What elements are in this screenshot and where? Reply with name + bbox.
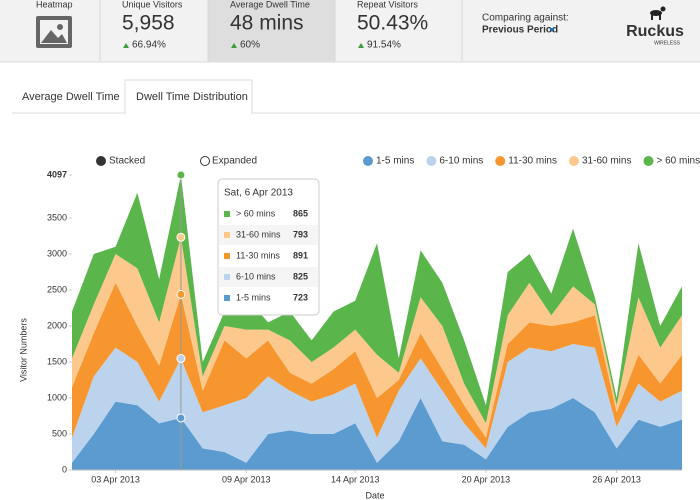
tooltip-swatch <box>224 295 230 301</box>
tooltip-value: 723 <box>293 292 308 302</box>
mode-label[interactable]: Expanded <box>212 156 257 167</box>
y-tick-label: 0 <box>62 464 67 474</box>
tooltip-swatch <box>224 274 230 280</box>
logo-dog <box>650 6 666 20</box>
mode-radio[interactable] <box>200 156 210 166</box>
hover-dot <box>176 413 186 423</box>
x-axis-label: Date <box>365 490 384 500</box>
area <box>72 282 682 449</box>
tooltip-swatch <box>224 211 230 217</box>
card-label: Repeat Visitors <box>357 0 418 9</box>
tooltip-name: > 60 mins <box>236 208 276 218</box>
card-value: 48 mins <box>230 12 304 35</box>
heatmap-icon <box>36 16 72 48</box>
card-label: Average Dwell Time <box>230 0 310 9</box>
y-tick-label: 500 <box>52 428 67 438</box>
tooltip-value: 793 <box>293 229 308 239</box>
legend-label: 1-5 mins <box>376 156 414 167</box>
area <box>72 343 682 463</box>
card-label: Unique Visitors <box>122 0 183 9</box>
tooltip-title: Sat, 6 Apr 2013 <box>224 188 293 199</box>
selected-card-bg <box>208 0 335 62</box>
legend-label: 11-30 mins <box>508 156 557 167</box>
logo-name: Ruckus <box>626 23 684 40</box>
tooltip-name: 6-10 mins <box>236 271 276 281</box>
card-change: 66.94% <box>132 40 166 51</box>
y-tick-label: 1000 <box>47 392 67 402</box>
x-tick-label: 26 Apr 2013 <box>592 474 641 484</box>
area <box>72 237 682 438</box>
tab[interactable]: Dwell Time Distribution <box>136 91 248 103</box>
legend-swatch <box>643 156 654 166</box>
card-value: 5,958 <box>122 12 175 35</box>
card-value: 50.43% <box>357 12 428 35</box>
tooltip-swatch <box>224 232 230 238</box>
legend-swatch <box>495 156 506 166</box>
tooltip-value: 891 <box>293 250 308 260</box>
y-tick-label: 3500 <box>47 212 67 222</box>
tooltip-row-bg <box>219 267 318 287</box>
y-tick-label: 1500 <box>47 356 67 366</box>
comparing-label: Comparing against: <box>482 13 569 24</box>
tooltip-name: 1-5 mins <box>236 292 271 302</box>
y-tick-label: 2000 <box>47 320 67 330</box>
legend-swatch <box>363 156 373 166</box>
legend-swatch <box>426 156 437 166</box>
up-arrow <box>358 43 364 48</box>
card-change: 91.54% <box>367 40 401 51</box>
tooltip-value: 825 <box>293 271 308 281</box>
legend-label: > 60 mins <box>656 156 700 167</box>
tooltip-row-bg <box>219 225 318 245</box>
x-tick-label: 20 Apr 2013 <box>462 474 511 484</box>
tooltip-name: 31-60 mins <box>236 229 281 239</box>
mode-label[interactable]: Stacked <box>109 156 145 167</box>
mode-radio[interactable] <box>96 156 106 166</box>
card-label: Heatmap <box>36 0 73 9</box>
hover-dot <box>176 170 186 180</box>
y-tick-label: 2500 <box>47 284 67 294</box>
tooltip-value: 865 <box>293 208 308 218</box>
up-arrow <box>123 43 129 48</box>
y-axis-label: Visitor Numbers <box>18 318 28 382</box>
y-tick-label: 4097 <box>47 169 67 179</box>
hover-dot <box>176 232 186 242</box>
comparing-value[interactable]: Previous Period <box>482 25 558 36</box>
tooltip: Sat, 6 Apr 2013 > 60 mins 865 31-60 mins 793… <box>217 178 320 316</box>
legend-swatch <box>569 156 579 166</box>
hover-dot <box>176 289 186 299</box>
x-tick-label: 03 Apr 2013 <box>91 474 140 484</box>
tab[interactable]: Average Dwell Time <box>22 91 120 103</box>
tooltip-name: 11-30 mins <box>236 250 280 260</box>
header-bar <box>0 0 700 62</box>
x-tick-label: 09 Apr 2013 <box>222 474 271 484</box>
logo-tagline: WIRELESS <box>654 40 681 46</box>
legend-label: 31-60 mins <box>582 156 631 167</box>
active-tab[interactable] <box>124 79 253 114</box>
up-arrow <box>231 43 237 48</box>
dropdown-caret[interactable] <box>549 28 555 32</box>
hover-dot <box>176 354 186 364</box>
card-change: 60% <box>240 40 260 51</box>
y-tick-label: 3000 <box>47 248 67 258</box>
tooltip-swatch <box>224 253 230 259</box>
area <box>72 175 682 424</box>
legend-label: 6-10 mins <box>439 156 483 167</box>
x-tick-label: 14 Apr 2013 <box>331 474 380 484</box>
